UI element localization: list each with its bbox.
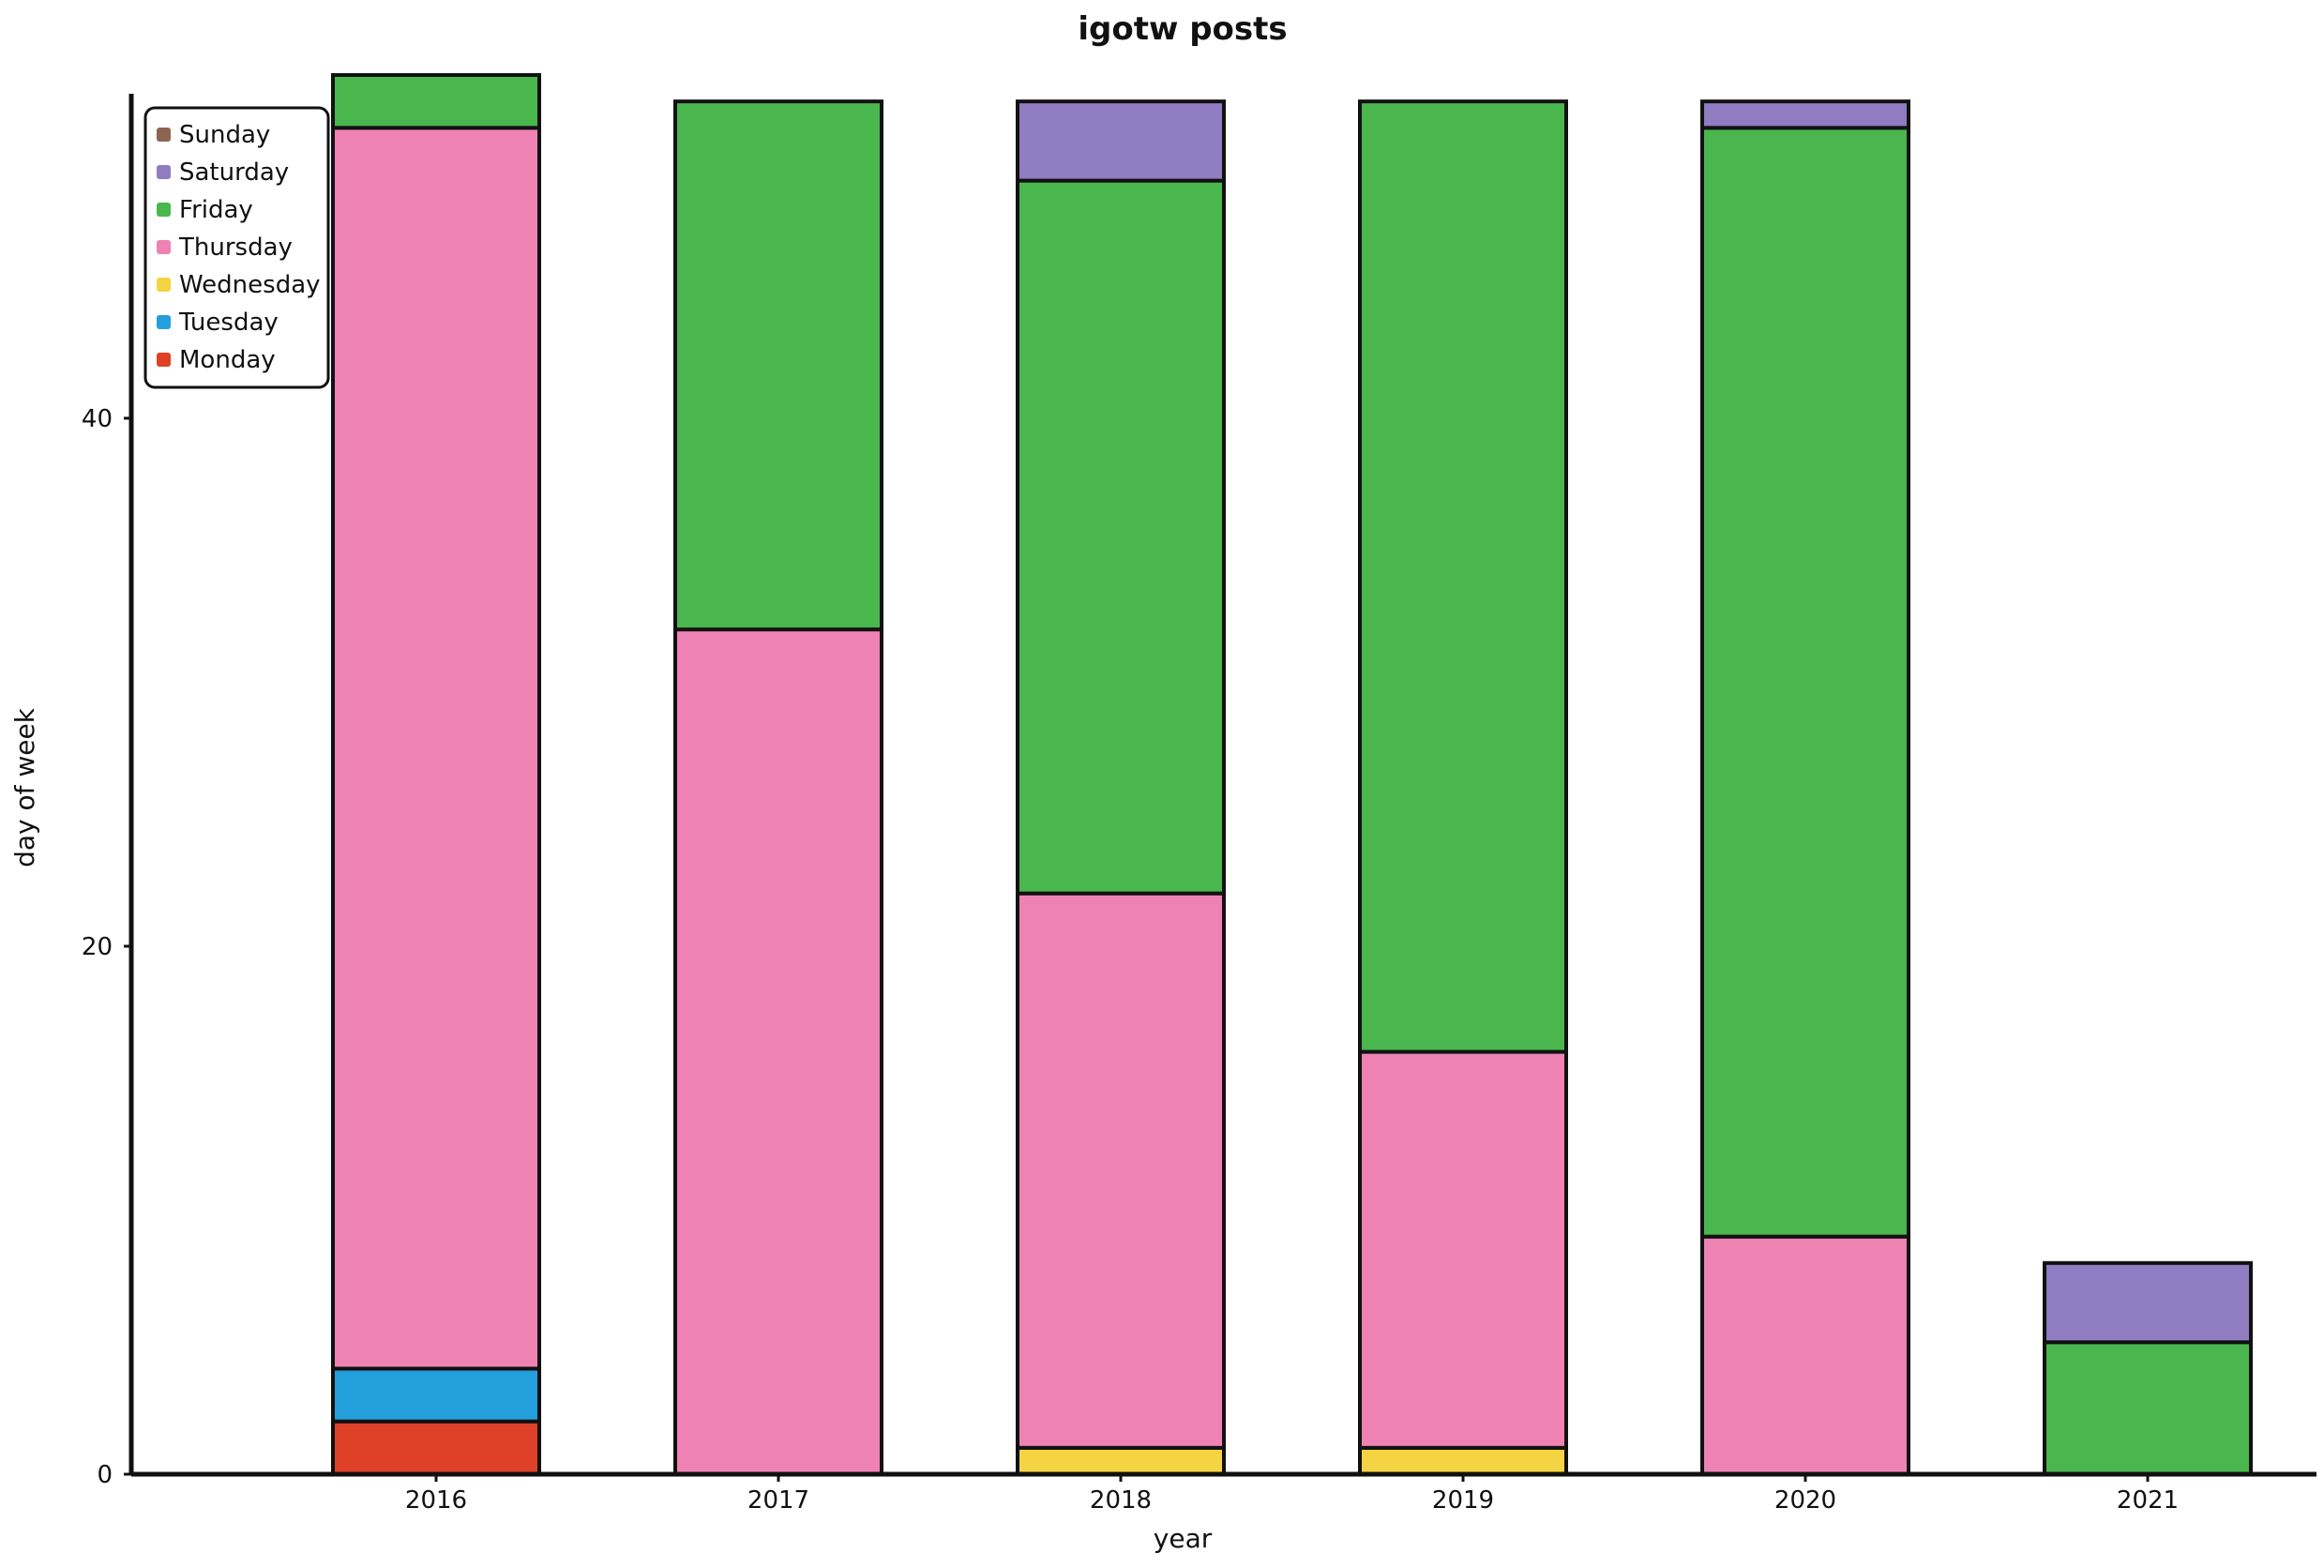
x-tick-label-2018: 2018 <box>1090 1486 1152 1515</box>
x-tick-label-2017: 2017 <box>747 1486 809 1515</box>
bar-2017-friday <box>673 99 883 632</box>
legend-label-saturday: Saturday <box>179 158 289 187</box>
bar-2016-tuesday <box>331 1366 541 1424</box>
bar-2018-friday <box>1016 178 1226 896</box>
legend-swatch-sunday <box>157 128 171 142</box>
bar-2016-thursday <box>331 126 541 1371</box>
chart-title: igotw posts <box>1078 10 1287 48</box>
y-tick-label-0: 0 <box>97 1461 113 1489</box>
bar-2018-thursday <box>1016 891 1226 1450</box>
y-tick-label-20: 20 <box>82 933 113 961</box>
x-tick-label-2021: 2021 <box>2117 1486 2179 1515</box>
legend-swatch-wednesday <box>157 278 171 292</box>
legend-swatch-monday <box>157 353 171 367</box>
bar-2020-friday <box>1700 126 1910 1239</box>
y-axis-label: day of week <box>9 707 40 867</box>
bar-2020-saturday <box>1700 99 1910 130</box>
x-tick-label-2019: 2019 <box>1432 1486 1494 1515</box>
legend-box <box>143 106 330 389</box>
bar-2020-thursday <box>1700 1234 1910 1476</box>
bar-2019-friday <box>1358 99 1568 1054</box>
bar-2018-saturday <box>1016 99 1226 183</box>
legend-label-friday: Friday <box>179 196 253 224</box>
bar-2019-wednesday <box>1358 1445 1568 1476</box>
legend-label-monday: Monday <box>179 346 276 374</box>
bar-2019-thursday <box>1358 1049 1568 1450</box>
bar-2016-monday <box>331 1419 541 1477</box>
legend-label-wednesday: Wednesday <box>179 271 321 299</box>
x-tick-label-2020: 2020 <box>1774 1486 1836 1515</box>
bars-layer <box>331 73 2253 1477</box>
x-axis-label: year <box>1154 1523 1213 1554</box>
legend-label-tuesday: Tuesday <box>178 309 279 337</box>
legend: Sunday Saturday Friday Thursday Wednesday Tue… <box>143 106 330 389</box>
legend-label-thursday: Thursday <box>178 234 293 262</box>
legend-label-sunday: Sunday <box>179 121 270 149</box>
legend-swatch-thursday <box>157 240 171 254</box>
axes-layer: 2016 2017 2018 2019 2020 2021 0 20 40 <box>82 94 2316 1515</box>
y-tick-label-40: 40 <box>82 405 113 433</box>
bar-2021-friday <box>2043 1340 2253 1476</box>
legend-swatch-tuesday <box>157 315 171 329</box>
bar-2018-wednesday <box>1016 1445 1226 1476</box>
bar-2017-thursday <box>673 627 883 1476</box>
bar-2016-friday <box>331 73 541 130</box>
legend-swatch-saturday <box>157 165 171 179</box>
x-tick-label-2016: 2016 <box>405 1486 467 1515</box>
legend-swatch-friday <box>157 203 171 217</box>
bar-2021-saturday <box>2043 1260 2253 1345</box>
